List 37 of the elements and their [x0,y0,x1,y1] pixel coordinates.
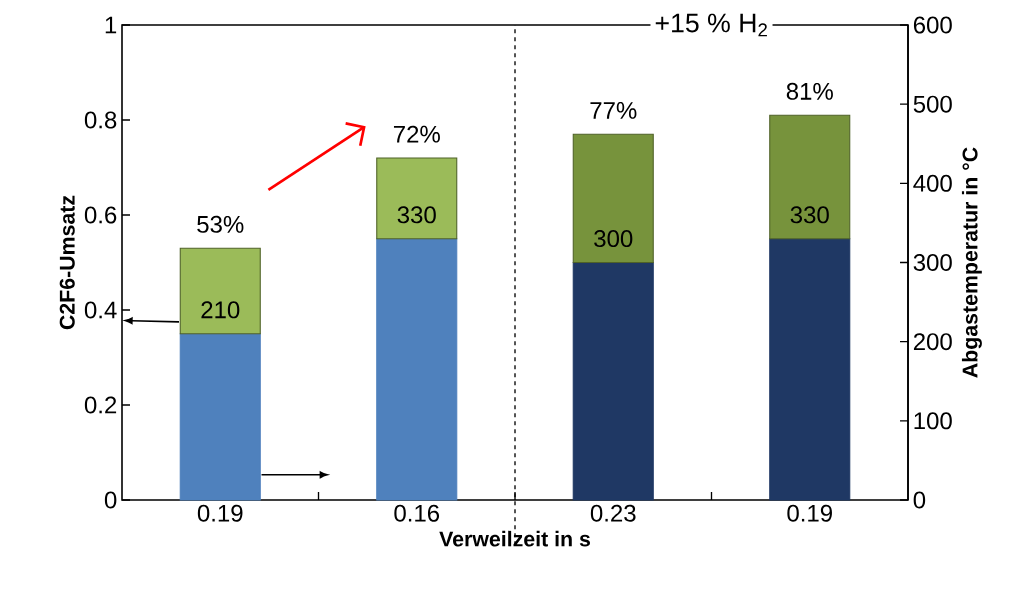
x-tick-label: 0.23 [590,504,636,522]
y-tick-label: 0.4 [84,301,117,319]
y2-tick-label: 300 [913,253,952,271]
y2-tick-label: 600 [913,16,952,34]
bar [572,133,654,264]
y2-tick-label: 100 [914,412,952,430]
y-tick-label: 1 [105,16,117,34]
x-tick-label: 0.19 [787,504,832,522]
y2-tick-label: 200 [913,333,952,351]
bar [179,333,261,501]
bar [376,157,458,240]
x-axis-title: Verweilzeit in s [439,530,590,547]
total-label: 53% [197,215,244,233]
annotation: 330 [790,206,829,224]
y-axis-title: C2F6-Umsatz [59,195,75,330]
annotation: 300 [594,230,633,248]
total-label: 81% [786,82,833,100]
y2-tick-label: 500 [913,95,952,113]
y-tick-label: 0.2 [84,396,117,414]
y2-axis-title: Abgastemperatur in °C [961,147,982,378]
bar [376,238,458,501]
total-label: 72% [393,125,440,143]
bar [769,238,851,501]
y2-tick-label: 0 [913,491,926,509]
annotation: 210 [201,301,240,319]
y2-tick-label: 400 [913,174,952,192]
bar [769,114,851,240]
y-tick-label: 0.6 [84,206,117,224]
bar [572,261,654,501]
x-tick-label: 0.16 [394,504,440,522]
x-tick-label: 0.19 [197,504,243,522]
total-label: 77% [590,102,637,119]
annotation: 330 [397,206,436,224]
bar [179,247,261,335]
annotation: +15 % H$_{2}$ [655,13,767,37]
y-tick-label: 0.8 [84,111,117,129]
y-tick-label: 0 [104,491,117,509]
